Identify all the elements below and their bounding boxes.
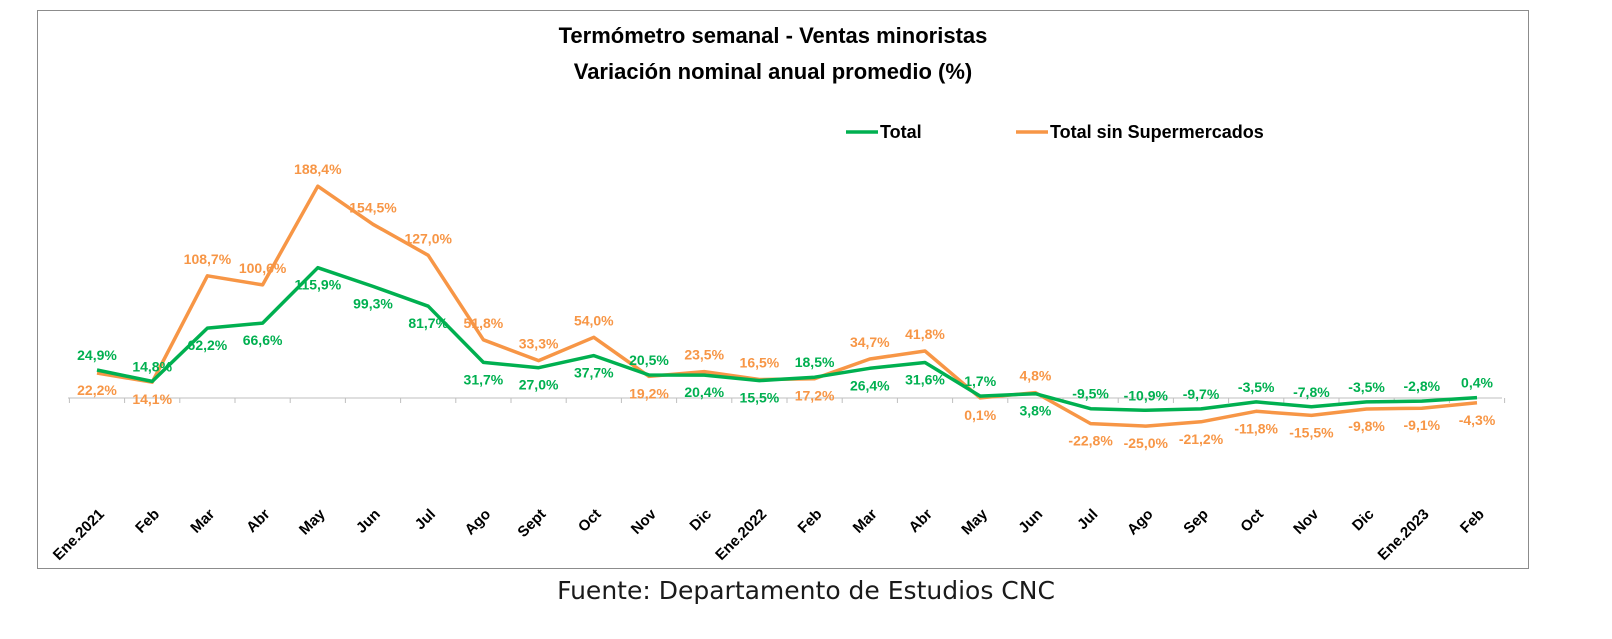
source-note: Fuente: Departamento de Estudios CNC: [557, 576, 1055, 605]
data-label-total: 1,7%: [964, 373, 996, 389]
x-tick-label: Jul: [1074, 506, 1101, 533]
data-label-sin-supermercados: 51,8%: [464, 315, 504, 331]
data-label-total: 14,8%: [132, 358, 172, 374]
data-label-sin-supermercados: -4,3%: [1459, 412, 1496, 428]
data-label-sin-supermercados: 34,7%: [850, 334, 890, 350]
data-label-sin-supermercados: -9,8%: [1348, 418, 1385, 434]
x-tick-label: Nov: [628, 505, 661, 538]
x-tick-label: Jun: [1015, 506, 1046, 537]
data-label-total: -3,5%: [1348, 379, 1385, 395]
data-label-sin-supermercados: 0,1%: [964, 407, 996, 423]
data-label-sin-supermercados: 4,8%: [1019, 368, 1051, 384]
x-tick-label: Dic: [1349, 506, 1378, 535]
chart-title: Termómetro semanal - Ventas minoristas: [559, 23, 988, 48]
data-label-sin-supermercados: 14,1%: [132, 391, 172, 407]
x-tick-label: Ago: [1124, 506, 1157, 539]
data-label-total: 26,4%: [850, 377, 890, 393]
data-label-sin-supermercados: 23,5%: [684, 347, 724, 363]
x-tick-label: Abr: [243, 506, 273, 536]
x-tick-label: Ene.2023: [1375, 506, 1433, 564]
x-tick-label: Ago: [462, 506, 495, 539]
x-tick-label: Ene.2022: [712, 506, 770, 564]
data-label-total: 115,9%: [294, 277, 341, 293]
data-label-sin-supermercados: 22,2%: [77, 382, 117, 398]
legend: Total Total sin Supermercados: [846, 122, 1264, 142]
data-label-total: 99,3%: [353, 295, 393, 311]
x-tick-label: Feb: [1457, 506, 1488, 537]
data-label-total: -10,9%: [1124, 387, 1169, 403]
x-tick-label: Sept: [514, 506, 549, 541]
data-label-sin-supermercados: 188,4%: [294, 161, 342, 177]
x-tick-label: Dic: [687, 506, 716, 535]
data-label-total: 24,9%: [77, 347, 117, 363]
data-label-total: -2,8%: [1404, 378, 1441, 394]
x-tick-label: Jul: [412, 506, 439, 533]
data-label-sin-supermercados: 33,3%: [519, 336, 559, 352]
data-label-total: -3,5%: [1238, 379, 1275, 395]
data-label-sin-supermercados: 127,0%: [404, 230, 452, 246]
data-label-sin-supermercados: 54,0%: [574, 312, 614, 328]
x-tick-label: Ene.2021: [50, 506, 108, 564]
x-tick-label: Mar: [850, 506, 881, 537]
data-label-total: 31,7%: [464, 371, 504, 387]
chart-frame: [37, 10, 1529, 569]
data-label-total: 20,4%: [684, 384, 724, 400]
data-label-sin-supermercados: -15,5%: [1289, 424, 1334, 440]
data-label-sin-supermercados: -25,0%: [1124, 435, 1169, 451]
data-label-sin-supermercados: 41,8%: [905, 326, 945, 342]
data-label-total: 81,7%: [408, 315, 448, 331]
data-label-sin-supermercados: 108,7%: [184, 251, 232, 267]
data-label-total: 62,2%: [188, 337, 228, 353]
data-label-sin-supermercados: 154,5%: [349, 199, 397, 215]
x-tick-label: Oct: [1237, 506, 1267, 536]
data-label-total: -7,8%: [1293, 384, 1330, 400]
data-label-sin-supermercados: -21,2%: [1179, 431, 1224, 447]
x-tick-label: Nov: [1290, 505, 1323, 538]
plot-area: Ene.2021 Feb Mar Abr May Jun Jul Ago Sept Oct Nov D…: [50, 161, 1506, 564]
x-tick-label: Abr: [906, 506, 936, 536]
data-label-total: 20,5%: [629, 352, 669, 368]
legend-label-sin-supermercados: Total sin Supermercados: [1050, 122, 1264, 142]
data-label-sin-supermercados: 17,2%: [795, 388, 835, 404]
x-tick-label: Sep: [1180, 506, 1211, 537]
data-label-total: 0,4%: [1461, 375, 1493, 391]
data-label-total: 18,5%: [795, 354, 835, 370]
data-label-sin-supermercados: 100,6%: [239, 260, 287, 276]
data-label-sin-supermercados: 16,5%: [740, 354, 780, 370]
data-label-total: 37,7%: [574, 365, 614, 381]
data-label-sin-supermercados: -22,8%: [1068, 433, 1113, 449]
x-tick-label: Oct: [575, 506, 605, 536]
x-tick-label: Mar: [187, 506, 218, 537]
series-line-total: [96, 265, 1478, 413]
data-label-total: 27,0%: [519, 377, 559, 393]
x-tick-label: Feb: [132, 506, 163, 537]
legend-label-total: Total: [880, 122, 922, 142]
data-label-sin-supermercados: -9,1%: [1404, 417, 1441, 433]
data-label-sin-supermercados: -11,8%: [1234, 420, 1278, 436]
x-tick-label: May: [958, 505, 991, 538]
x-tick-label: May: [296, 505, 329, 538]
data-label-total: 66,6%: [243, 332, 283, 348]
data-label-total: 15,5%: [740, 390, 780, 406]
data-label-total: 3,8%: [1019, 403, 1051, 419]
data-label-total: -9,5%: [1072, 386, 1109, 402]
data-label-total: 31,6%: [905, 371, 945, 387]
data-label-total: -9,7%: [1183, 386, 1220, 402]
data-label-sin-supermercados: 19,2%: [629, 385, 669, 401]
chart-subtitle: Variación nominal anual promedio (%): [574, 59, 973, 84]
x-tick-label: Feb: [795, 506, 826, 537]
x-tick-label: Jun: [353, 506, 384, 537]
